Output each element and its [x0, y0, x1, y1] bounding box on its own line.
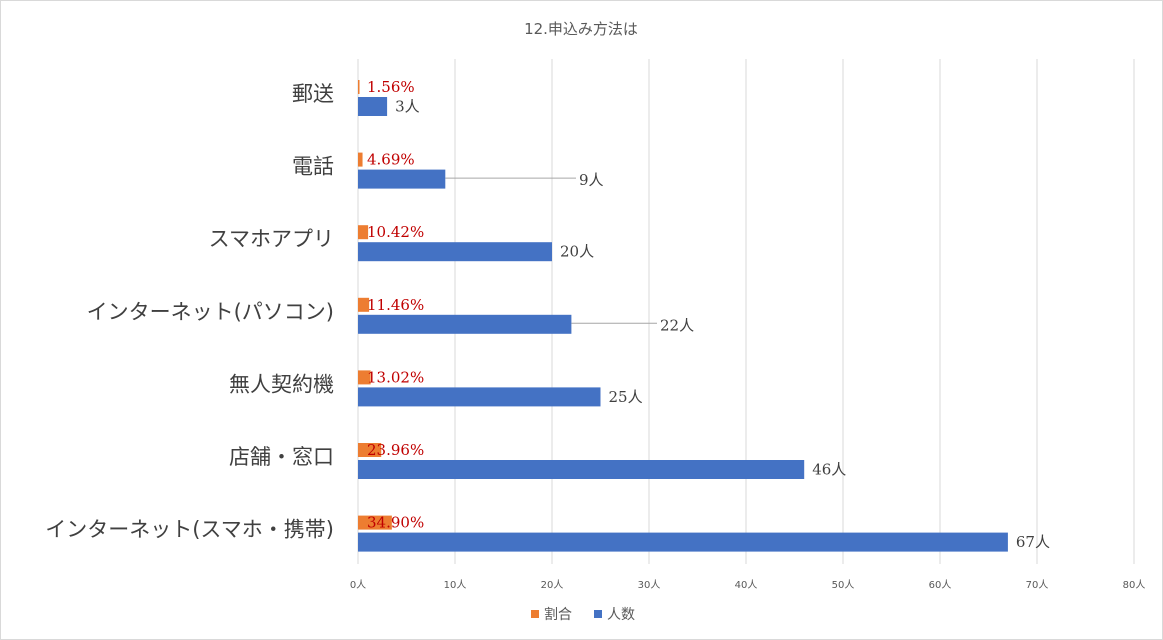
- bar-count: [358, 387, 601, 407]
- chart-title: 12.申込み方法は: [524, 20, 638, 38]
- percentage-label: 34.90%: [367, 514, 424, 532]
- count-label: 25人: [609, 388, 643, 406]
- category-label: 郵送: [292, 82, 334, 106]
- bar-percentage: [358, 515, 392, 530]
- bar-count: [358, 169, 446, 189]
- tick-label: 20人: [541, 579, 564, 591]
- percentage-label: 1.56%: [367, 78, 415, 96]
- bar-count: [358, 532, 1008, 552]
- gridlines: [357, 59, 1135, 564]
- bar-count: [358, 314, 572, 334]
- tick-label: 30人: [638, 579, 661, 591]
- percentage-label: 4.69%: [367, 151, 415, 169]
- bar-count: [358, 460, 805, 479]
- legend-swatch: [531, 610, 539, 618]
- bar-percentage: [358, 80, 360, 94]
- bar-count: [358, 242, 552, 262]
- category-label: インターネット(スマホ・携帯): [45, 518, 334, 542]
- category-label: 無人契約機: [229, 372, 334, 396]
- bars: [358, 80, 1008, 552]
- category-label: スマホアプリ: [209, 227, 334, 251]
- count-label: 9人: [579, 171, 604, 189]
- percentage-label: 10.42%: [367, 223, 424, 241]
- percentage-label: 13.02%: [367, 368, 424, 386]
- bar-percentage: [358, 370, 371, 385]
- tick-label: 60人: [929, 579, 952, 591]
- bar-percentage: [358, 297, 370, 312]
- count-label: 22人: [660, 316, 694, 334]
- bar-percentage: [358, 152, 363, 167]
- percentage-label: 23.96%: [367, 441, 424, 459]
- tick-label: 10人: [444, 579, 467, 591]
- category-label: 電話: [292, 155, 334, 179]
- percentage-label: 11.46%: [367, 296, 424, 314]
- tick-label: 40人: [735, 579, 758, 591]
- legend-swatch: [594, 610, 602, 618]
- count-label: 46人: [812, 461, 846, 479]
- count-label: 3人: [395, 98, 420, 116]
- tick-label: 0人: [350, 579, 366, 591]
- bar-count: [358, 97, 388, 116]
- bar-percentage: [358, 443, 382, 457]
- legend-label: 人数: [607, 607, 635, 623]
- category-label: 店舗・窓口: [229, 445, 334, 469]
- count-label: 20人: [560, 243, 594, 261]
- tick-label: 50人: [832, 579, 855, 591]
- count-label: 67人: [1016, 533, 1050, 551]
- tick-label: 80人: [1123, 579, 1146, 591]
- legend-label: 割合: [544, 606, 572, 623]
- leader-lines: [445, 177, 657, 324]
- legend: 割合 人数: [531, 606, 635, 623]
- category-label: インターネット(パソコン): [87, 300, 334, 324]
- tick-label: 70人: [1026, 579, 1049, 591]
- bar-percentage: [358, 225, 369, 240]
